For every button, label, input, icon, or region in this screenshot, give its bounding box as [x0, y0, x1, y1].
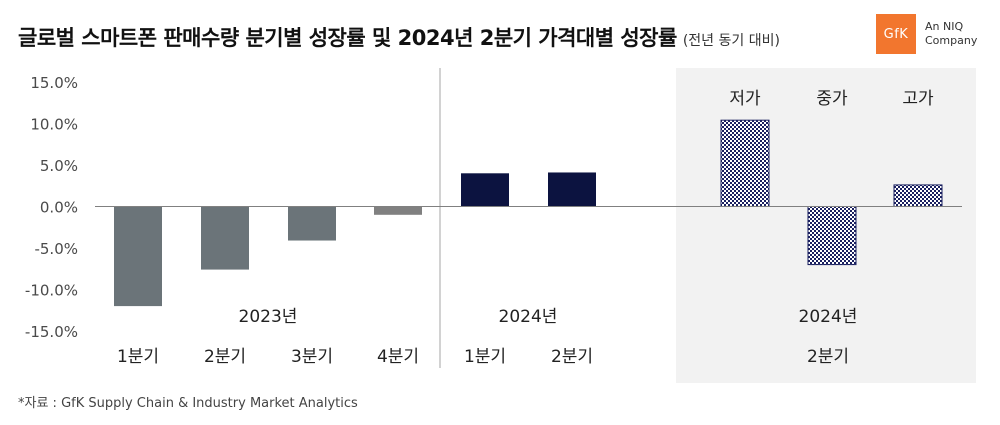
- bar-2-2: [548, 172, 596, 207]
- y-axis: 15.0% 10.0% 5.0% 0.0% -5.0% -10.0% -15.0%: [25, 74, 78, 341]
- category-label: 4분기: [377, 347, 419, 367]
- category-label: 1분기: [117, 347, 159, 367]
- logo-tagline-line1: An NIQ: [925, 20, 964, 33]
- bar-1-3: [288, 206, 336, 241]
- y-tick-label: -10.0%: [25, 282, 78, 300]
- bars-layer: [114, 119, 943, 307]
- category-label: 2분기: [204, 347, 246, 367]
- logo-mark: GfK: [883, 26, 909, 42]
- y-tick-label: 5.0%: [40, 157, 78, 175]
- bar-1-2: [201, 206, 249, 270]
- chart-title-text: 글로벌 스마트폰 판매수량 분기별 성장률 및 2024년 2분기 가격대별 성…: [18, 26, 677, 50]
- group-label: 2023년: [239, 307, 298, 327]
- bar-1-4: [374, 206, 422, 215]
- category-label: 고가: [902, 89, 934, 109]
- category-label: 중가: [816, 89, 848, 109]
- chart-subtitle: (전년 동기 대비): [682, 33, 780, 49]
- category-label: 저가: [729, 89, 761, 109]
- group-label: 2024년: [499, 307, 558, 327]
- gfk-logo: GfK: [876, 14, 916, 54]
- logo-tagline: An NIQ Company: [925, 20, 977, 48]
- labels-layer: 1분기 2분기 3분기 4분기 2023년 1분기 2분기 2024년 저가 중가 고가 2024년 2…: [117, 89, 934, 367]
- chart-title: 글로벌 스마트폰 판매수량 분기별 성장률 및 2024년 2분기 가격대별 성…: [18, 22, 780, 52]
- bar-3-3: [893, 184, 943, 207]
- category-label: 1분기: [464, 347, 506, 367]
- bar-1-1: [114, 206, 162, 307]
- y-tick-label: -5.0%: [34, 240, 78, 258]
- bar-3-2: [807, 206, 857, 266]
- source-note: *자료 : GfK Supply Chain & Industry Market…: [18, 396, 358, 411]
- bar-3-1: [720, 119, 770, 207]
- y-tick-label: 10.0%: [30, 116, 78, 134]
- y-tick-label: 15.0%: [30, 74, 78, 92]
- bar-2-1: [461, 173, 509, 207]
- category-label: 2분기: [551, 347, 593, 367]
- y-tick-label: -15.0%: [25, 323, 78, 341]
- logo-tagline-line2: Company: [925, 34, 978, 47]
- group-sublabel: 2분기: [807, 347, 849, 367]
- y-tick-label: 0.0%: [40, 199, 78, 217]
- group-label: 2024년: [799, 307, 858, 327]
- category-label: 3분기: [291, 347, 333, 367]
